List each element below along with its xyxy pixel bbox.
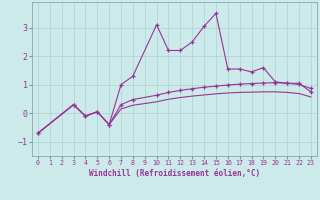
X-axis label: Windchill (Refroidissement éolien,°C): Windchill (Refroidissement éolien,°C) xyxy=(89,169,260,178)
